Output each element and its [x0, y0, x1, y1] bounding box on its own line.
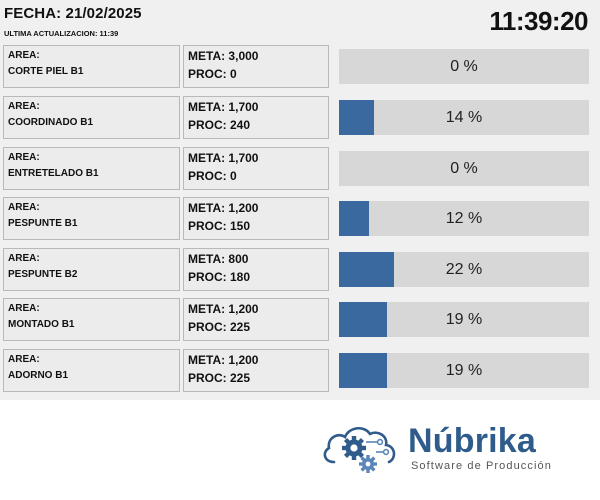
area-box: AREA: ENTRETELADO B1 [3, 147, 180, 190]
proc-value: PROC: 180 [188, 270, 251, 284]
meta-box: META: 1,700 PROC: 0 [183, 147, 329, 190]
progress-percent: 0 % [450, 57, 478, 75]
area-row: AREA: PESPUNTE B2 META: 800 PROC: 180 22… [0, 248, 600, 291]
progress-percent: 22 % [445, 260, 483, 278]
progress-fill [339, 100, 374, 135]
meta-value: META: 3,000 [188, 49, 259, 63]
area-name: CORTE PIEL B1 [8, 66, 84, 77]
area-name: PESPUNTE B2 [8, 269, 78, 280]
progress-fill [339, 201, 369, 236]
clock: 11:39:20 [489, 6, 588, 36]
area-name: PESPUNTE B1 [8, 218, 78, 229]
area-name: ENTRETELADO B1 [8, 168, 99, 179]
area-row: AREA: CORTE PIEL B1 META: 3,000 PROC: 0 … [0, 45, 600, 88]
area-label: AREA: [8, 202, 40, 213]
area-row: AREA: ADORNO B1 META: 1,200 PROC: 225 19… [0, 349, 600, 392]
proc-value: PROC: 150 [188, 219, 251, 233]
area-row: AREA: MONTADO B1 META: 1,200 PROC: 225 1… [0, 298, 600, 341]
area-label: AREA: [8, 303, 40, 314]
meta-value: META: 1,700 [188, 100, 259, 114]
progress-percent: 14 % [445, 108, 483, 126]
meta-value: META: 1,200 [188, 353, 259, 367]
brand-name: Núbrika [408, 422, 536, 460]
area-row: AREA: ENTRETELADO B1 META: 1,700 PROC: 0… [0, 147, 600, 190]
area-row: AREA: PESPUNTE B1 META: 1,200 PROC: 150 … [0, 197, 600, 240]
area-box: AREA: COORDINADO B1 [3, 96, 180, 139]
area-box: AREA: ADORNO B1 [3, 349, 180, 392]
meta-box: META: 800 PROC: 180 [183, 248, 329, 291]
area-name: MONTADO B1 [8, 319, 75, 330]
progress-bar: 22 % [339, 252, 589, 287]
proc-value: PROC: 0 [188, 67, 237, 81]
progress-bar: 19 % [339, 353, 589, 388]
proc-value: PROC: 0 [188, 169, 237, 183]
meta-box: META: 3,000 PROC: 0 [183, 45, 329, 88]
meta-value: META: 800 [188, 252, 249, 266]
progress-percent: 12 % [445, 209, 483, 227]
meta-value: META: 1,700 [188, 151, 259, 165]
area-label: AREA: [8, 50, 40, 61]
last-update-label: ULTIMA ACTUALIZACION: 11:39 [4, 29, 119, 38]
meta-box: META: 1,700 PROC: 240 [183, 96, 329, 139]
progress-bar: 14 % [339, 100, 589, 135]
progress-bar: 19 % [339, 302, 589, 337]
progress-bar: 0 % [339, 49, 589, 84]
meta-value: META: 1,200 [188, 302, 259, 316]
date-label: FECHA: 21/02/2025 [4, 5, 142, 22]
progress-percent: 19 % [445, 310, 483, 328]
area-label: AREA: [8, 253, 40, 264]
area-name: COORDINADO B1 [8, 117, 94, 128]
area-label: AREA: [8, 354, 40, 365]
area-box: AREA: PESPUNTE B1 [3, 197, 180, 240]
progress-fill [339, 302, 387, 337]
meta-box: META: 1,200 PROC: 225 [183, 349, 329, 392]
brand-logo: Núbrika Software de Producción [320, 418, 580, 478]
area-label: AREA: [8, 101, 40, 112]
area-box: AREA: MONTADO B1 [3, 298, 180, 341]
progress-fill [339, 252, 394, 287]
area-name: ADORNO B1 [8, 370, 69, 381]
dashboard-panel: FECHA: 21/02/2025 ULTIMA ACTUALIZACION: … [0, 0, 600, 400]
proc-value: PROC: 240 [188, 118, 251, 132]
progress-fill [339, 353, 387, 388]
area-box: AREA: CORTE PIEL B1 [3, 45, 180, 88]
progress-percent: 19 % [445, 361, 483, 379]
meta-value: META: 1,200 [188, 201, 259, 215]
area-label: AREA: [8, 152, 40, 163]
progress-bar: 12 % [339, 201, 589, 236]
area-row: AREA: COORDINADO B1 META: 1,700 PROC: 24… [0, 96, 600, 139]
area-box: AREA: PESPUNTE B2 [3, 248, 180, 291]
progress-bar: 0 % [339, 151, 589, 186]
brand-tagline: Software de Producción [411, 460, 552, 472]
cloud-gears-icon [323, 427, 396, 473]
proc-value: PROC: 225 [188, 371, 251, 385]
meta-box: META: 1,200 PROC: 225 [183, 298, 329, 341]
meta-box: META: 1,200 PROC: 150 [183, 197, 329, 240]
progress-percent: 0 % [450, 159, 478, 177]
proc-value: PROC: 225 [188, 320, 251, 334]
